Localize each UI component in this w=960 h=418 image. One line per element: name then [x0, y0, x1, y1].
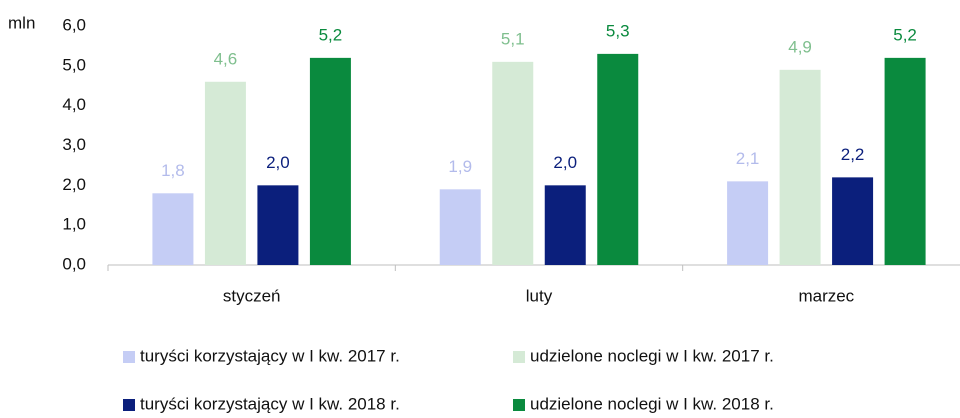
- legend-swatch: [513, 351, 525, 363]
- bar: [544, 185, 586, 265]
- bar: [492, 61, 534, 265]
- bar: [779, 69, 821, 265]
- y-tick-label: 4,0: [62, 95, 86, 114]
- value-label: 2,0: [266, 153, 290, 172]
- legend-label: turyści korzystający w I kw. 2017 r.: [140, 346, 400, 365]
- bar: [309, 57, 351, 265]
- y-tick-label: 3,0: [62, 135, 86, 154]
- bar: [152, 193, 194, 265]
- bar: [727, 181, 769, 265]
- bar: [204, 81, 246, 266]
- y-tick-label: 1,0: [62, 215, 86, 234]
- y-tick-label: 5,0: [62, 55, 86, 74]
- y-tick-label: 0,0: [62, 254, 86, 273]
- legend-swatch: [123, 399, 135, 411]
- legend-swatch: [513, 399, 525, 411]
- value-label: 4,6: [214, 49, 238, 68]
- y-tick-label: 2,0: [62, 175, 86, 194]
- y-tick-label: 6,0: [62, 15, 86, 34]
- bar: [257, 185, 299, 265]
- value-label: 2,2: [841, 145, 865, 164]
- bar: [439, 189, 481, 265]
- value-label: 2,1: [736, 149, 760, 168]
- x-tick-label: marzec: [798, 286, 854, 305]
- value-label: 1,8: [161, 161, 185, 180]
- legend-label: turyści korzystający w I kw. 2018 r.: [140, 394, 400, 413]
- value-label: 4,9: [788, 37, 812, 56]
- value-label: 5,1: [501, 29, 525, 48]
- x-tick-label: luty: [526, 286, 553, 305]
- legend-swatch: [123, 351, 135, 363]
- x-tick-label: styczeń: [223, 286, 281, 305]
- bar: [832, 177, 874, 265]
- value-label: 2,0: [553, 153, 577, 172]
- value-label: 5,2: [893, 25, 917, 44]
- legend-label: udzielone noclegi w I kw. 2018 r.: [530, 394, 774, 413]
- bar: [597, 53, 639, 266]
- value-label: 1,9: [448, 157, 472, 176]
- bar: [884, 57, 926, 265]
- value-label: 5,2: [319, 25, 343, 44]
- value-label: 5,3: [606, 21, 630, 40]
- legend-label: udzielone noclegi w I kw. 2017 r.: [530, 346, 774, 365]
- y-axis-label: mln: [8, 13, 35, 32]
